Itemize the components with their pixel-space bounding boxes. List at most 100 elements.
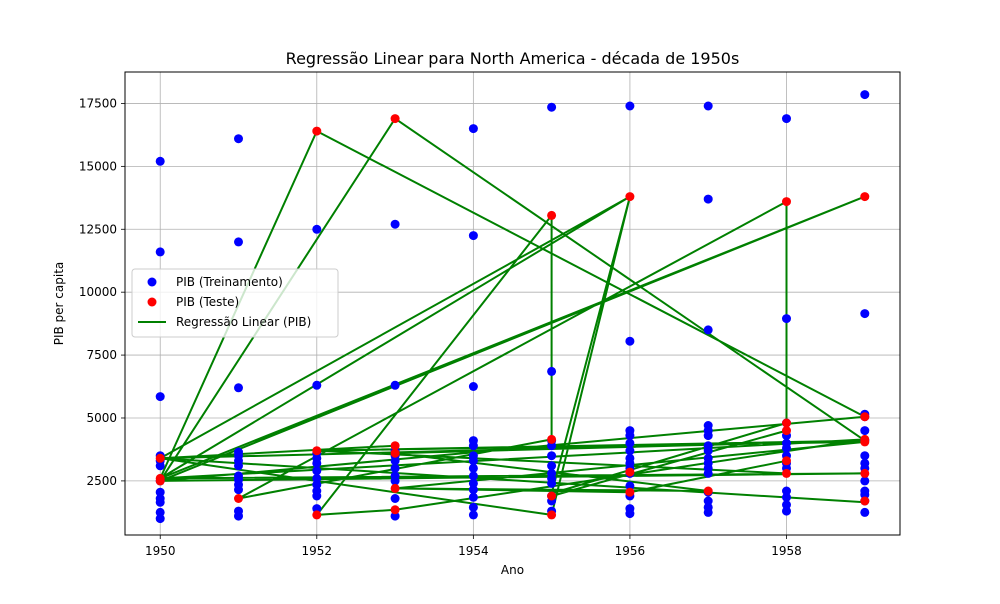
test-point xyxy=(234,494,243,503)
y-tick-label: 17500 xyxy=(79,96,117,110)
train-point xyxy=(782,492,791,502)
test-point xyxy=(782,456,791,466)
train-point xyxy=(782,443,791,453)
test-point xyxy=(390,114,400,124)
y-tick-label: 7500 xyxy=(86,348,117,362)
train-point xyxy=(860,309,870,319)
test-point xyxy=(312,126,322,136)
train-point xyxy=(468,471,478,481)
test-point xyxy=(390,441,400,451)
train-point xyxy=(782,486,791,496)
train-point xyxy=(547,441,557,451)
train-point xyxy=(234,237,243,247)
train-point xyxy=(468,456,478,466)
train-point xyxy=(860,490,870,500)
train-point xyxy=(860,451,870,461)
train-point xyxy=(155,461,165,471)
y-tick-label: 10000 xyxy=(79,285,117,299)
train-point xyxy=(390,456,400,466)
train-point xyxy=(547,451,557,461)
train-point xyxy=(234,511,243,521)
x-axis: 1950 1952 1954 1956 1958 xyxy=(145,535,802,558)
legend-label: PIB (Teste) xyxy=(176,295,239,309)
train-point xyxy=(860,90,870,100)
train-point xyxy=(625,481,635,491)
train-point xyxy=(703,101,713,111)
train-point xyxy=(625,438,635,448)
train-point xyxy=(625,431,635,441)
test-points xyxy=(155,114,870,520)
train-point xyxy=(703,446,713,456)
train-point xyxy=(390,380,400,390)
y-tick-label: 2500 xyxy=(86,474,117,488)
train-point xyxy=(234,134,243,144)
y-tick-label: 5000 xyxy=(86,411,117,425)
train-point xyxy=(703,325,713,335)
test-point xyxy=(782,468,791,478)
train-point xyxy=(547,461,557,471)
train-point xyxy=(312,458,322,468)
legend-box xyxy=(131,268,339,338)
test-point xyxy=(155,453,165,463)
train-point xyxy=(860,507,870,517)
y-axis: 2500 5000 7500 10000 12500 15000 17500 xyxy=(79,96,125,488)
train-point xyxy=(312,480,322,490)
train-point xyxy=(547,366,557,376)
train-point xyxy=(625,101,635,111)
test-point xyxy=(782,426,791,436)
train-point xyxy=(312,466,322,476)
test-point xyxy=(782,197,791,207)
test-point xyxy=(860,496,870,506)
train-point xyxy=(155,514,165,524)
legend: PIB (Treinamento) PIB (Teste) Regressão Li… xyxy=(131,268,339,338)
test-point xyxy=(860,437,870,447)
train-point xyxy=(703,431,713,441)
train-point xyxy=(547,102,557,112)
legend-marker xyxy=(147,297,157,307)
train-point xyxy=(468,231,478,241)
train-point xyxy=(468,510,478,520)
train-point xyxy=(390,463,400,473)
test-point xyxy=(312,446,322,456)
train-point xyxy=(312,473,322,483)
train-point xyxy=(703,496,713,506)
train-point xyxy=(782,114,791,124)
train-point xyxy=(468,502,478,512)
plot-frame xyxy=(124,71,901,536)
train-point xyxy=(390,219,400,229)
train-point xyxy=(703,468,713,478)
legend-label: PIB (Treinamento) xyxy=(176,275,283,289)
y-axis-title: PIB per capita xyxy=(52,262,66,346)
train-point xyxy=(782,500,791,510)
train-point xyxy=(312,504,322,514)
y-tick-label: 12500 xyxy=(79,222,117,236)
test-point xyxy=(625,467,635,477)
test-point xyxy=(390,483,400,493)
test-point xyxy=(547,510,557,520)
train-point xyxy=(390,476,400,486)
test-point xyxy=(390,505,400,515)
train-point xyxy=(860,476,870,486)
train-point xyxy=(234,383,243,393)
train-point xyxy=(625,509,635,519)
test-point xyxy=(703,486,713,496)
test-point xyxy=(860,412,870,422)
train-point xyxy=(468,478,478,488)
test-point xyxy=(547,434,557,444)
x-tick-label: 1950 xyxy=(145,544,176,558)
train-point xyxy=(390,511,400,521)
train-point xyxy=(703,194,713,204)
train-point xyxy=(234,485,243,495)
train-point xyxy=(234,461,243,471)
train-point xyxy=(468,485,478,495)
train-point xyxy=(155,156,165,166)
train-point xyxy=(155,392,165,402)
train-point xyxy=(468,382,478,391)
train-point xyxy=(155,507,165,517)
test-point xyxy=(312,510,322,520)
train-point xyxy=(468,492,478,502)
test-point xyxy=(860,468,870,478)
test-point xyxy=(860,192,870,202)
train-point xyxy=(625,336,635,346)
